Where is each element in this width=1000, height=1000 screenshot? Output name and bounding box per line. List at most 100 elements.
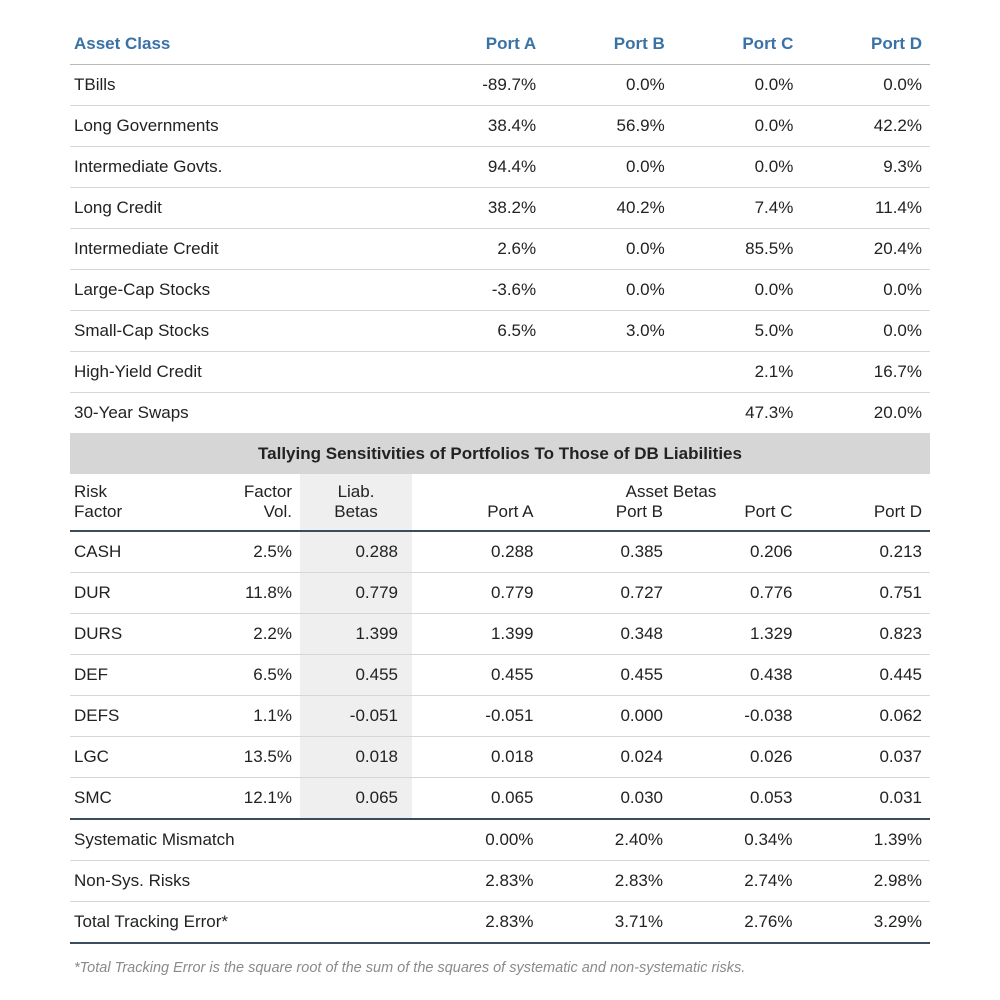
allocation-value: [544, 352, 673, 393]
asset-beta-value: 0.348: [542, 614, 672, 655]
asset-beta-value: 0.288: [412, 531, 542, 573]
port-header: Port A: [410, 24, 544, 65]
factor-vol-value: 12.1%: [190, 778, 300, 820]
risk-factor-label: CASH: [70, 531, 190, 573]
spacer: [330, 65, 410, 106]
asset-beta-value: 0.385: [542, 531, 672, 573]
asset-beta-value: 0.030: [542, 778, 672, 820]
asset-beta-value: 0.823: [801, 614, 931, 655]
summary-value: 2.40%: [542, 819, 672, 861]
sensitivities-table: Risk Factor Liab. Asset Betas Factor Vol…: [70, 474, 930, 944]
allocations-header-row: Asset Class Port A Port B Port C Port D: [70, 24, 930, 65]
summary-value: 1.39%: [801, 819, 931, 861]
spacer: [330, 311, 410, 352]
asset-beta-value: 0.455: [542, 655, 672, 696]
asset-class-label: Long Governments: [70, 106, 330, 147]
table-row: TBills-89.7%0.0%0.0%0.0%: [70, 65, 930, 106]
asset-class-label: Large-Cap Stocks: [70, 270, 330, 311]
asset-class-label: 30-Year Swaps: [70, 393, 330, 434]
summary-value: 3.71%: [542, 902, 672, 944]
table-row: Large-Cap Stocks-3.6%0.0%0.0%0.0%: [70, 270, 930, 311]
allocation-value: 0.0%: [673, 147, 802, 188]
port-header: Port A: [412, 502, 542, 531]
factor-vol-header: Vol.: [190, 502, 300, 531]
allocation-value: 0.0%: [673, 106, 802, 147]
allocation-value: 3.0%: [544, 311, 673, 352]
asset-beta-value: -0.051: [412, 696, 542, 737]
allocation-value: 6.5%: [410, 311, 544, 352]
port-header: Port B: [542, 502, 672, 531]
port-header: Port C: [673, 24, 802, 65]
risk-factor-label: LGC: [70, 737, 190, 778]
factor-vol-value: 2.5%: [190, 531, 300, 573]
factor-vol-value: 1.1%: [190, 696, 300, 737]
risk-factor-header: Risk: [70, 474, 190, 502]
page: Asset Class Port A Port B Port C Port D …: [70, 24, 930, 976]
liab-beta-value: 0.018: [300, 737, 412, 778]
factor-vol-header: Factor: [190, 474, 300, 502]
asset-beta-value: 0.065: [412, 778, 542, 820]
risk-factor-label: DUR: [70, 573, 190, 614]
asset-beta-value: 0.026: [671, 737, 801, 778]
spacer: [330, 393, 410, 434]
asset-beta-value: 0.031: [801, 778, 931, 820]
risk-factor-label: DEFS: [70, 696, 190, 737]
summary-value: 2.74%: [671, 861, 801, 902]
allocation-value: -3.6%: [410, 270, 544, 311]
footnote: *Total Tracking Error is the square root…: [70, 944, 930, 976]
asset-beta-value: 0.053: [671, 778, 801, 820]
allocation-value: [544, 393, 673, 434]
table-row: Long Governments38.4%56.9%0.0%42.2%: [70, 106, 930, 147]
liab-beta-value: 0.288: [300, 531, 412, 573]
summary-label: Non-Sys. Risks: [70, 861, 412, 902]
allocation-value: 0.0%: [544, 65, 673, 106]
asset-class-label: Small-Cap Stocks: [70, 311, 330, 352]
table-row: SMC12.1%0.0650.0650.0300.0530.031: [70, 778, 930, 820]
allocation-value: 38.2%: [410, 188, 544, 229]
section-banner: Tallying Sensitivities of Portfolios To …: [70, 434, 930, 474]
asset-beta-value: -0.038: [671, 696, 801, 737]
allocation-value: 2.6%: [410, 229, 544, 270]
table-row: DEF6.5%0.4550.4550.4550.4380.445: [70, 655, 930, 696]
asset-beta-value: 0.024: [542, 737, 672, 778]
asset-beta-value: 0.062: [801, 696, 931, 737]
table-row: LGC13.5%0.0180.0180.0240.0260.037: [70, 737, 930, 778]
factor-vol-value: 11.8%: [190, 573, 300, 614]
asset-beta-value: 1.329: [671, 614, 801, 655]
port-header: Port D: [801, 502, 931, 531]
allocation-value: 0.0%: [544, 147, 673, 188]
allocation-value: 42.2%: [801, 106, 930, 147]
allocation-value: [410, 352, 544, 393]
asset-class-header: Asset Class: [70, 24, 330, 65]
port-header: Port D: [801, 24, 930, 65]
table-row: Long Credit38.2%40.2%7.4%11.4%: [70, 188, 930, 229]
summary-value: 2.76%: [671, 902, 801, 944]
allocation-value: 94.4%: [410, 147, 544, 188]
asset-class-label: TBills: [70, 65, 330, 106]
table-row: Intermediate Credit2.6%0.0%85.5%20.4%: [70, 229, 930, 270]
allocation-value: 2.1%: [673, 352, 802, 393]
allocation-value: 0.0%: [544, 229, 673, 270]
summary-label: Systematic Mismatch: [70, 819, 412, 861]
allocation-value: 20.0%: [801, 393, 930, 434]
allocation-value: 47.3%: [673, 393, 802, 434]
table-row: Intermediate Govts.94.4%0.0%0.0%9.3%: [70, 147, 930, 188]
table-row: 30-Year Swaps 47.3%20.0%: [70, 393, 930, 434]
section-banner-text: Tallying Sensitivities of Portfolios To …: [70, 434, 930, 474]
table-row: High-Yield Credit2.1%16.7%: [70, 352, 930, 393]
asset-beta-value: 0.779: [412, 573, 542, 614]
port-header: Port B: [544, 24, 673, 65]
allocation-value: 56.9%: [544, 106, 673, 147]
liab-betas-header: Betas: [300, 502, 412, 531]
asset-beta-value: 0.438: [671, 655, 801, 696]
allocation-value: 0.0%: [673, 65, 802, 106]
asset-beta-value: 1.399: [412, 614, 542, 655]
summary-value: 3.29%: [801, 902, 931, 944]
asset-betas-header: Asset Betas: [412, 474, 930, 502]
asset-beta-value: 0.455: [412, 655, 542, 696]
table-row: Total Tracking Error*2.83%3.71%2.76%3.29…: [70, 902, 930, 944]
asset-beta-value: 0.037: [801, 737, 931, 778]
asset-class-label: High-Yield Credit: [70, 352, 330, 393]
risk-factor-label: DURS: [70, 614, 190, 655]
asset-beta-value: 0.445: [801, 655, 931, 696]
